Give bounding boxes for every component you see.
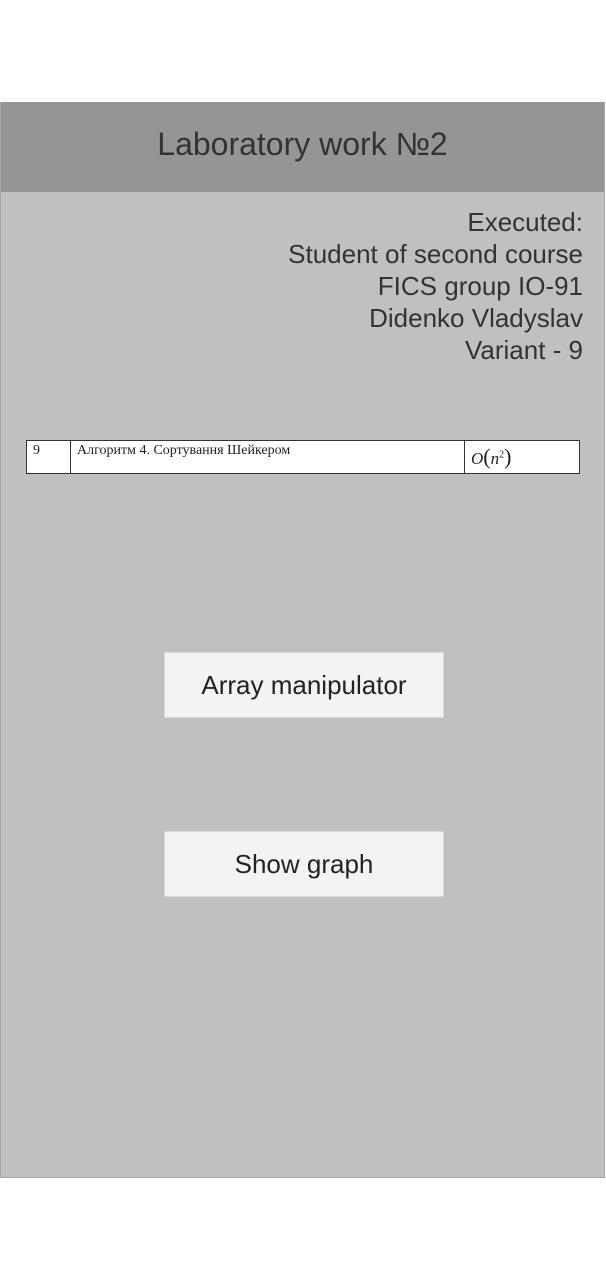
page-title: Laboratory work №2 bbox=[157, 125, 448, 162]
complexity-symbol: O bbox=[471, 449, 484, 468]
group-name: FICS group IO-91 bbox=[377, 271, 583, 301]
executed-label: Executed: bbox=[467, 207, 583, 237]
complexity-open-paren: ( bbox=[483, 444, 491, 469]
show-graph-button[interactable]: Show graph bbox=[164, 831, 444, 897]
student-course: Student of second course bbox=[288, 239, 583, 269]
complexity-cell: O(n2) bbox=[464, 440, 580, 474]
variant-label: Variant - 9 bbox=[464, 335, 583, 365]
complexity-base: n bbox=[490, 449, 500, 468]
app-screen: Laboratory work №2 Executed: Student of … bbox=[0, 102, 605, 1178]
array-manipulator-button[interactable]: Array manipulator bbox=[164, 652, 444, 718]
student-name: Didenko Vladyslav bbox=[369, 303, 583, 333]
author-info: Executed: Student of second course FICS … bbox=[288, 206, 583, 366]
variant-table: 9 Алгоритм 4. Сортування Шейкером O(n2) bbox=[26, 440, 580, 474]
algorithm-name: Алгоритм 4. Сортування Шейкером bbox=[70, 440, 465, 474]
table-row: 9 Алгоритм 4. Сортування Шейкером O(n2) bbox=[26, 440, 580, 474]
variant-number: 9 bbox=[26, 440, 71, 474]
complexity-exponent: 2 bbox=[499, 449, 505, 461]
complexity-close-paren: ) bbox=[504, 444, 512, 469]
complexity-formula: O(n2) bbox=[471, 444, 511, 469]
header-bar: Laboratory work №2 bbox=[1, 102, 604, 192]
